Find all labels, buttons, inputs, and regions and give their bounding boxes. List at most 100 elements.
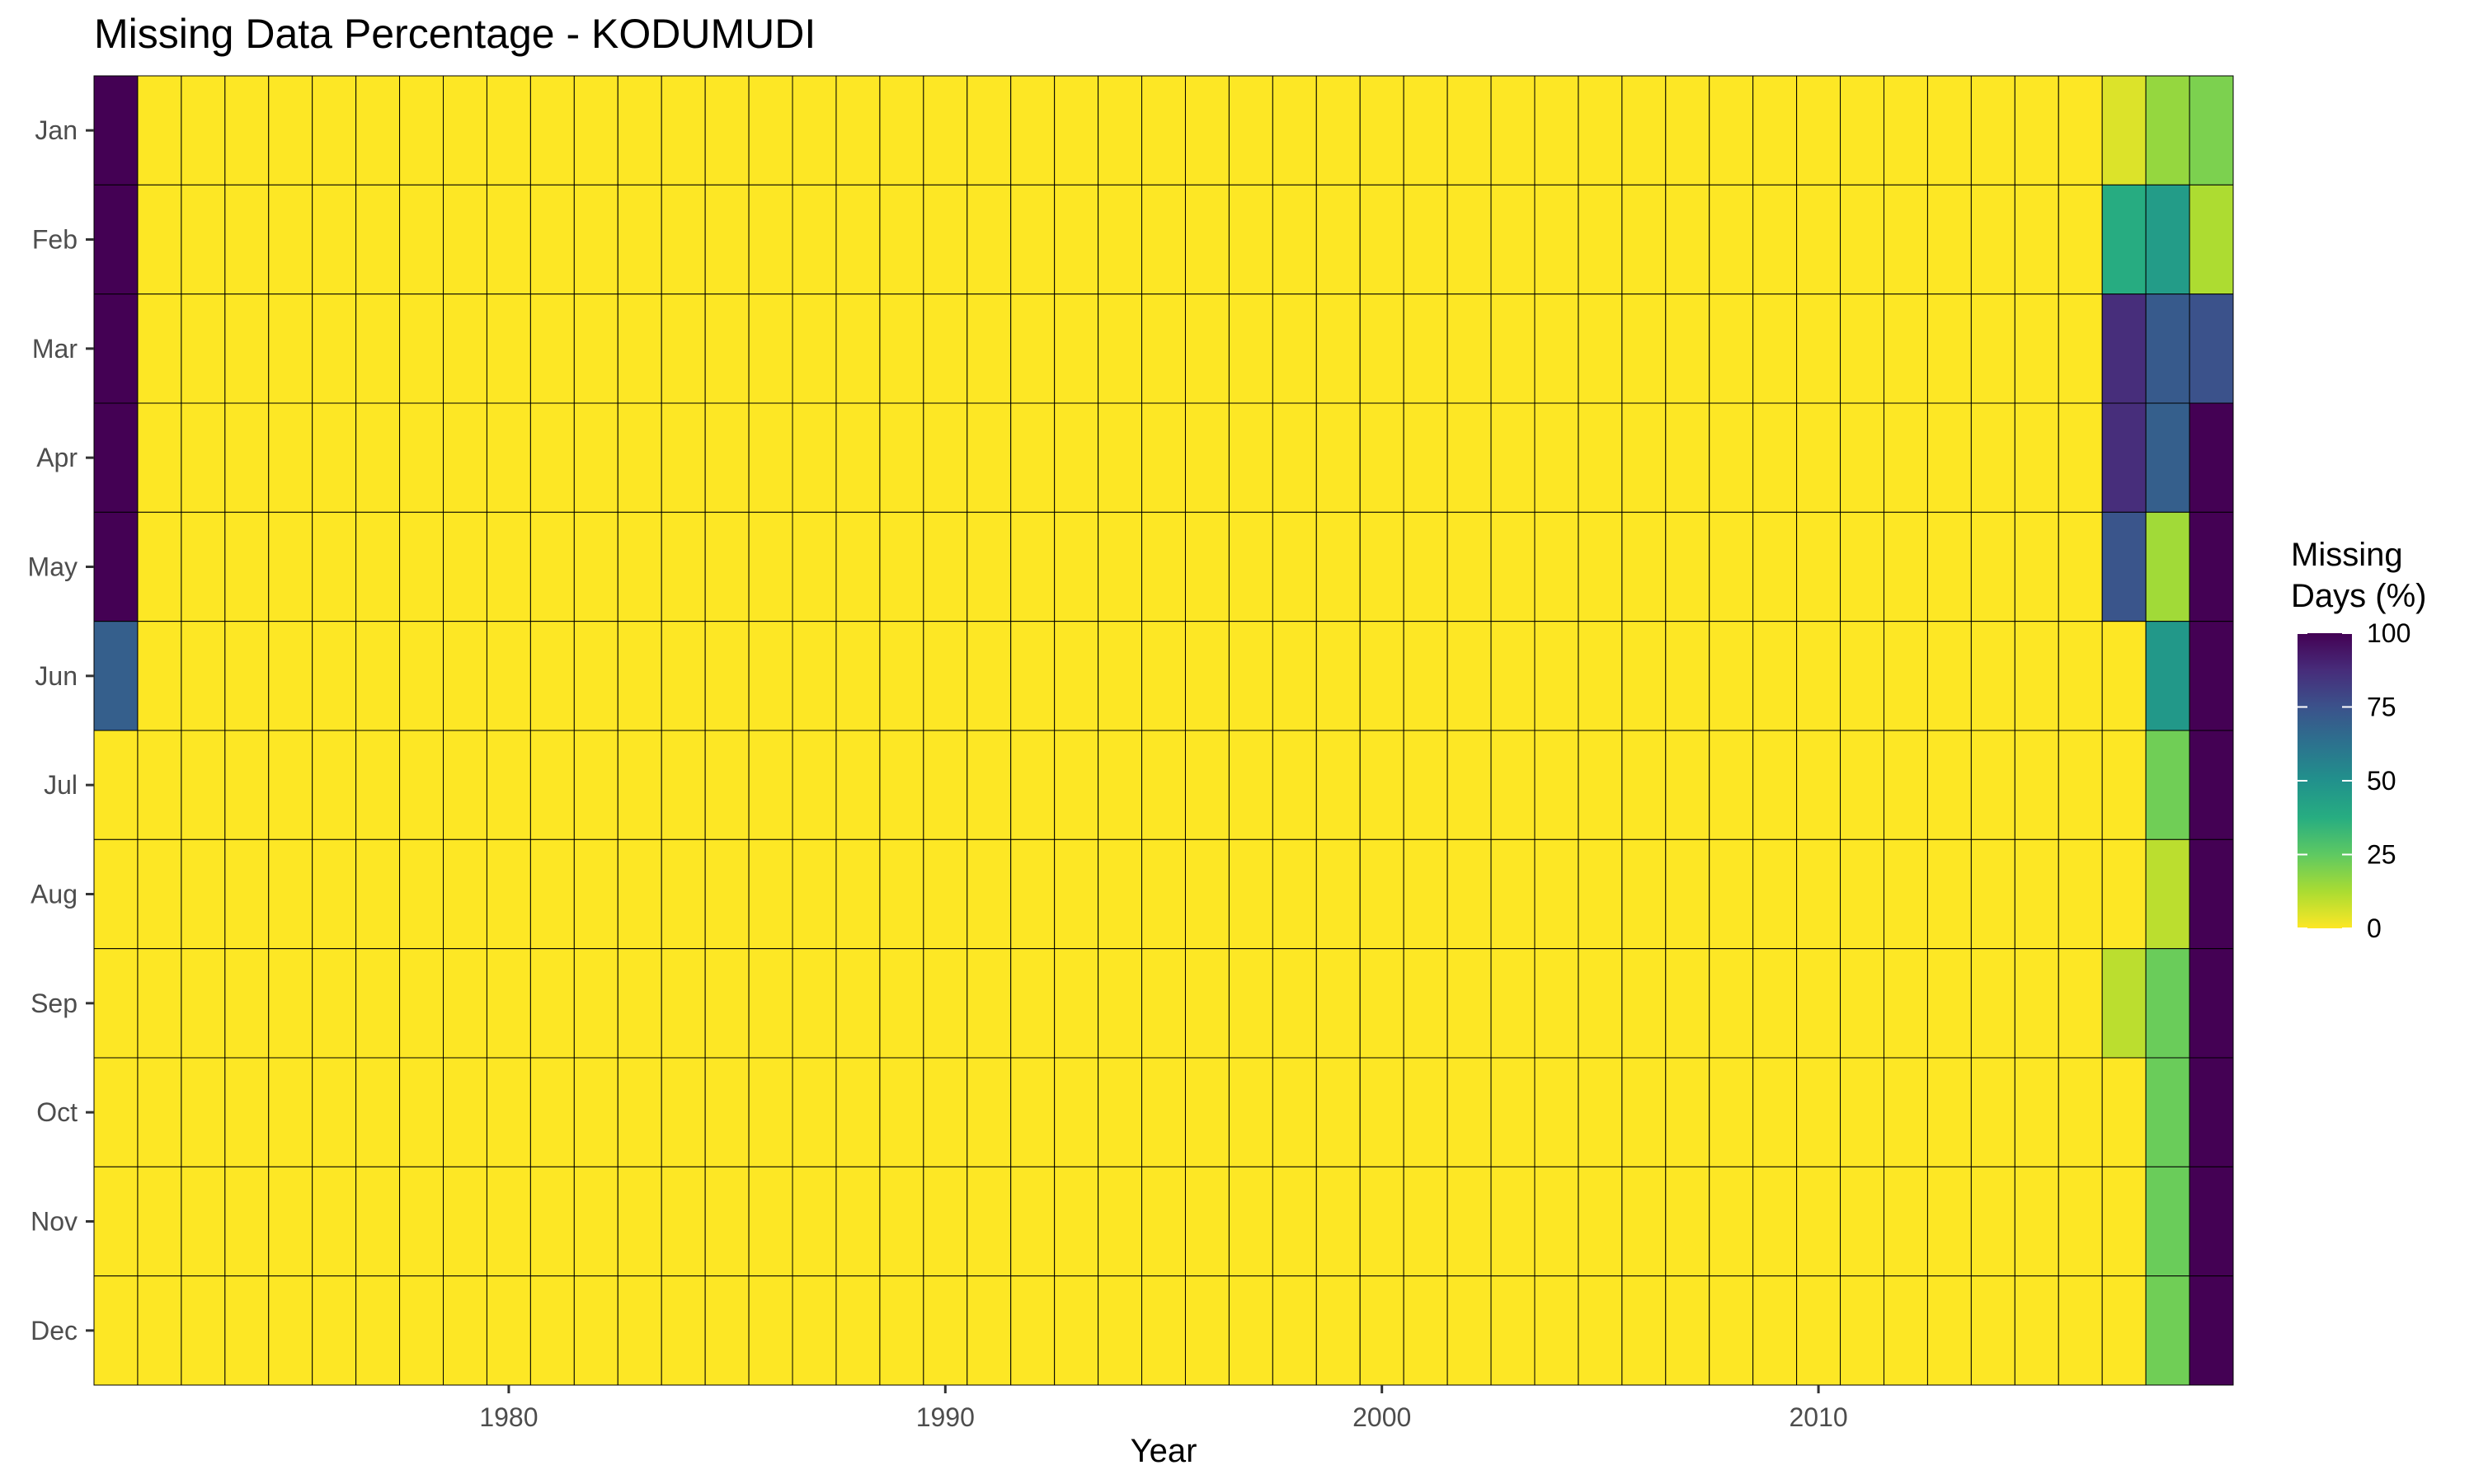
heatmap-cell: [1141, 402, 1186, 513]
heatmap-cell: [1709, 402, 1754, 513]
heatmap-cell: [224, 1166, 270, 1277]
heatmap-cell: [1054, 402, 1099, 513]
heatmap-cell: [1272, 1275, 1317, 1386]
heatmap-cell: [1228, 621, 1273, 731]
heatmap-cell: [1098, 402, 1143, 513]
heatmap-cell: [2101, 1166, 2147, 1277]
heatmap-cell: [529, 1057, 575, 1167]
heatmap-cell: [181, 621, 226, 731]
heatmap-cell: [1578, 184, 1623, 295]
heatmap-cell: [268, 621, 313, 731]
heatmap-cell: [1752, 730, 1798, 840]
heatmap-cell: [1578, 402, 1623, 513]
heatmap-cell: [1796, 1166, 1841, 1277]
heatmap-cell: [181, 838, 226, 950]
heatmap-cell: [1621, 184, 1667, 295]
heatmap-cell: [1403, 511, 1448, 622]
heatmap-cell: [1141, 948, 1186, 1059]
heatmap-cell: [312, 621, 357, 731]
heatmap-cell: [1098, 294, 1143, 404]
heatmap-cell: [1926, 1166, 1972, 1277]
heatmap-cell: [1840, 402, 1884, 513]
heatmap-cell: [355, 75, 401, 186]
heatmap-cell: [748, 1166, 793, 1277]
heatmap-cell: [879, 75, 924, 186]
heatmap-cell: [1098, 511, 1143, 622]
heatmap-cell: [2189, 511, 2234, 622]
heatmap-cell: [1578, 511, 1623, 622]
heatmap-cell: [2058, 948, 2103, 1059]
heatmap-cell: [1184, 75, 1230, 186]
heatmap-cell: [1272, 1166, 1317, 1277]
heatmap-cell: [1315, 730, 1361, 840]
heatmap-cell: [835, 294, 881, 404]
heatmap-cell: [1534, 402, 1579, 513]
heatmap-cell: [312, 838, 357, 950]
heatmap-cell: [1970, 1166, 2015, 1277]
heatmap-cell: [93, 294, 139, 404]
heatmap-cell: [967, 511, 1012, 622]
heatmap-cell: [1970, 948, 2015, 1059]
heatmap-cell: [1883, 402, 1928, 513]
heatmap-cell: [1883, 730, 1928, 840]
heatmap-cell: [748, 838, 793, 950]
heatmap-cell: [835, 511, 881, 622]
heatmap-cell: [1228, 1057, 1273, 1167]
heatmap-cell: [399, 621, 444, 731]
x-axis-title: Year: [1131, 1433, 1197, 1469]
heatmap-cell: [1010, 294, 1056, 404]
heatmap-cell: [1578, 1275, 1623, 1386]
heatmap-cell: [1752, 1057, 1798, 1167]
heatmap-cell: [529, 838, 575, 950]
heatmap-cell: [1796, 730, 1841, 840]
heatmap-cell: [1403, 948, 1448, 1059]
heatmap-cell: [443, 948, 487, 1059]
heatmap-cell: [1490, 838, 1536, 950]
heatmap-cell: [1709, 1275, 1754, 1386]
heatmap-cell: [181, 1166, 226, 1277]
heatmap-cell: [835, 1275, 881, 1386]
heatmap-cell: [617, 402, 662, 513]
heatmap-cell: [748, 730, 793, 840]
heatmap-cell: [1010, 1057, 1056, 1167]
heatmap-cell: [312, 511, 357, 622]
heatmap-cell: [443, 1275, 487, 1386]
heatmap-cell: [1315, 621, 1361, 731]
heatmap-cell: [1665, 838, 1710, 950]
heatmap-cell: [137, 184, 182, 295]
heatmap-cell: [93, 511, 139, 622]
heatmap-cell: [1709, 838, 1754, 950]
heatmap-cell: [1883, 294, 1928, 404]
heatmap-cell: [1665, 511, 1710, 622]
heatmap-cell: [1098, 730, 1143, 840]
heatmap-cell: [1446, 294, 1492, 404]
heatmap-cell: [224, 621, 270, 731]
heatmap-cell: [181, 1057, 226, 1167]
heatmap-cell: [1054, 511, 1099, 622]
heatmap-cell: [792, 511, 837, 622]
heatmap-cell: [1141, 730, 1186, 840]
heatmap-cell: [1010, 948, 1056, 1059]
heatmap-cell: [1665, 621, 1710, 731]
heatmap-cell: [2014, 75, 2059, 186]
heatmap-cell: [2101, 948, 2147, 1059]
heatmap-cell: [2058, 838, 2103, 950]
heatmap-cell: [1883, 621, 1928, 731]
heatmap-cell: [704, 621, 750, 731]
heatmap-cell: [1840, 75, 1884, 186]
heatmap-cell: [2101, 1057, 2147, 1167]
heatmap-cell: [529, 402, 575, 513]
heatmap-cell: [1054, 730, 1099, 840]
heatmap-cell: [1228, 948, 1273, 1059]
heatmap-cell: [2145, 402, 2190, 513]
heatmap-cell: [704, 294, 750, 404]
heatmap-cell: [1141, 1275, 1186, 1386]
heatmap-cell: [137, 730, 182, 840]
heatmap-cell: [967, 75, 1012, 186]
y-tick-label: May: [28, 552, 78, 582]
heatmap-cell: [1752, 511, 1798, 622]
heatmap-cell: [1403, 621, 1448, 731]
heatmap-cell: [661, 1057, 706, 1167]
heatmap-cell: [355, 1057, 401, 1167]
heatmap-cell: [704, 838, 750, 950]
